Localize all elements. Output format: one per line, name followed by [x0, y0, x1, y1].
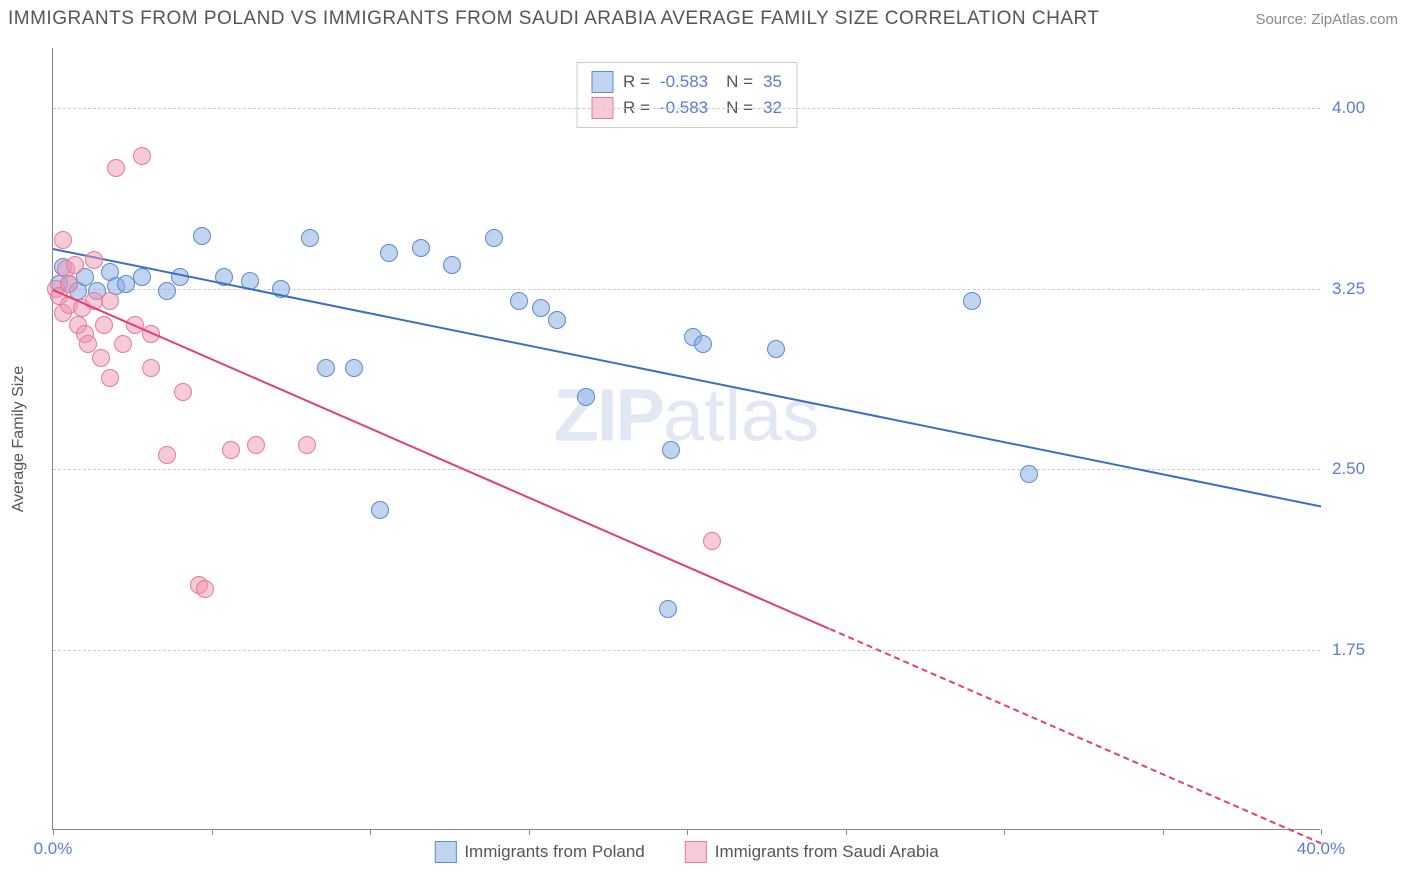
- x-tick: [1163, 829, 1164, 835]
- data-point: [196, 580, 214, 598]
- data-point: [85, 251, 103, 269]
- y-tick-label: 4.00: [1332, 98, 1402, 118]
- data-point: [412, 239, 430, 257]
- data-point: [66, 256, 84, 274]
- data-point: [317, 359, 335, 377]
- data-point: [1020, 465, 1038, 483]
- x-tick: [370, 829, 371, 835]
- data-point: [659, 600, 677, 618]
- data-point: [60, 275, 78, 293]
- data-point: [158, 282, 176, 300]
- data-point: [101, 369, 119, 387]
- data-point: [174, 383, 192, 401]
- data-point: [345, 359, 363, 377]
- data-point: [114, 335, 132, 353]
- r-value-1: -0.583: [660, 72, 708, 92]
- data-point: [298, 436, 316, 454]
- chart-container: IMMIGRANTS FROM POLAND VS IMMIGRANTS FRO…: [0, 0, 1406, 892]
- data-point: [485, 229, 503, 247]
- gridline: [53, 108, 1320, 109]
- x-tick: [687, 829, 688, 835]
- data-point: [133, 147, 151, 165]
- bottom-legend: Immigrants from Poland Immigrants from S…: [434, 841, 938, 863]
- gridline: [53, 650, 1320, 651]
- r-label-1: R =: [623, 72, 650, 92]
- data-point: [694, 335, 712, 353]
- data-point: [133, 268, 151, 286]
- data-point: [301, 229, 319, 247]
- n-value-1: 35: [763, 72, 782, 92]
- n-label-1: N =: [726, 72, 753, 92]
- data-point: [247, 436, 265, 454]
- legend-label-1: Immigrants from Poland: [464, 842, 644, 862]
- x-tick-label: 0.0%: [34, 839, 73, 859]
- data-point: [371, 501, 389, 519]
- y-axis-title: Average Family Size: [10, 365, 28, 511]
- data-point: [963, 292, 981, 310]
- legend-label-2: Immigrants from Saudi Arabia: [715, 842, 939, 862]
- y-tick-label: 2.50: [1332, 459, 1402, 479]
- y-tick-label: 3.25: [1332, 279, 1402, 299]
- gridline: [53, 469, 1320, 470]
- data-point: [577, 388, 595, 406]
- data-point: [222, 441, 240, 459]
- watermark: ZIPatlas: [554, 373, 819, 458]
- data-point: [92, 349, 110, 367]
- data-point: [767, 340, 785, 358]
- x-tick: [212, 829, 213, 835]
- data-point: [380, 244, 398, 262]
- legend-item-2: Immigrants from Saudi Arabia: [685, 841, 939, 863]
- plot-area: Average Family Size ZIPatlas R = -0.583 …: [52, 48, 1320, 830]
- data-point: [193, 227, 211, 245]
- legend-swatch-1: [434, 841, 456, 863]
- trend-line: [829, 628, 1321, 844]
- data-point: [548, 311, 566, 329]
- legend-item-1: Immigrants from Poland: [434, 841, 644, 863]
- x-tick: [1321, 829, 1322, 835]
- x-tick: [529, 829, 530, 835]
- swatch-series-1: [591, 71, 613, 93]
- watermark-atlas: atlas: [663, 374, 819, 457]
- x-tick: [53, 829, 54, 835]
- data-point: [510, 292, 528, 310]
- legend-swatch-2: [685, 841, 707, 863]
- data-point: [532, 299, 550, 317]
- data-point: [54, 231, 72, 249]
- data-point: [95, 316, 113, 334]
- data-point: [703, 532, 721, 550]
- data-point: [101, 292, 119, 310]
- x-tick: [1004, 829, 1005, 835]
- data-point: [142, 359, 160, 377]
- stats-row-1: R = -0.583 N = 35: [591, 69, 782, 95]
- data-point: [443, 256, 461, 274]
- source-label: Source: ZipAtlas.com: [1255, 11, 1398, 28]
- watermark-zip: ZIP: [554, 374, 663, 457]
- chart-title: IMMIGRANTS FROM POLAND VS IMMIGRANTS FRO…: [8, 8, 1100, 30]
- data-point: [662, 441, 680, 459]
- stats-legend: R = -0.583 N = 35 R = -0.583 N = 32: [576, 62, 797, 128]
- data-point: [158, 446, 176, 464]
- data-point: [107, 159, 125, 177]
- y-tick-label: 1.75: [1332, 640, 1402, 660]
- title-bar: IMMIGRANTS FROM POLAND VS IMMIGRANTS FRO…: [8, 8, 1398, 30]
- x-tick: [846, 829, 847, 835]
